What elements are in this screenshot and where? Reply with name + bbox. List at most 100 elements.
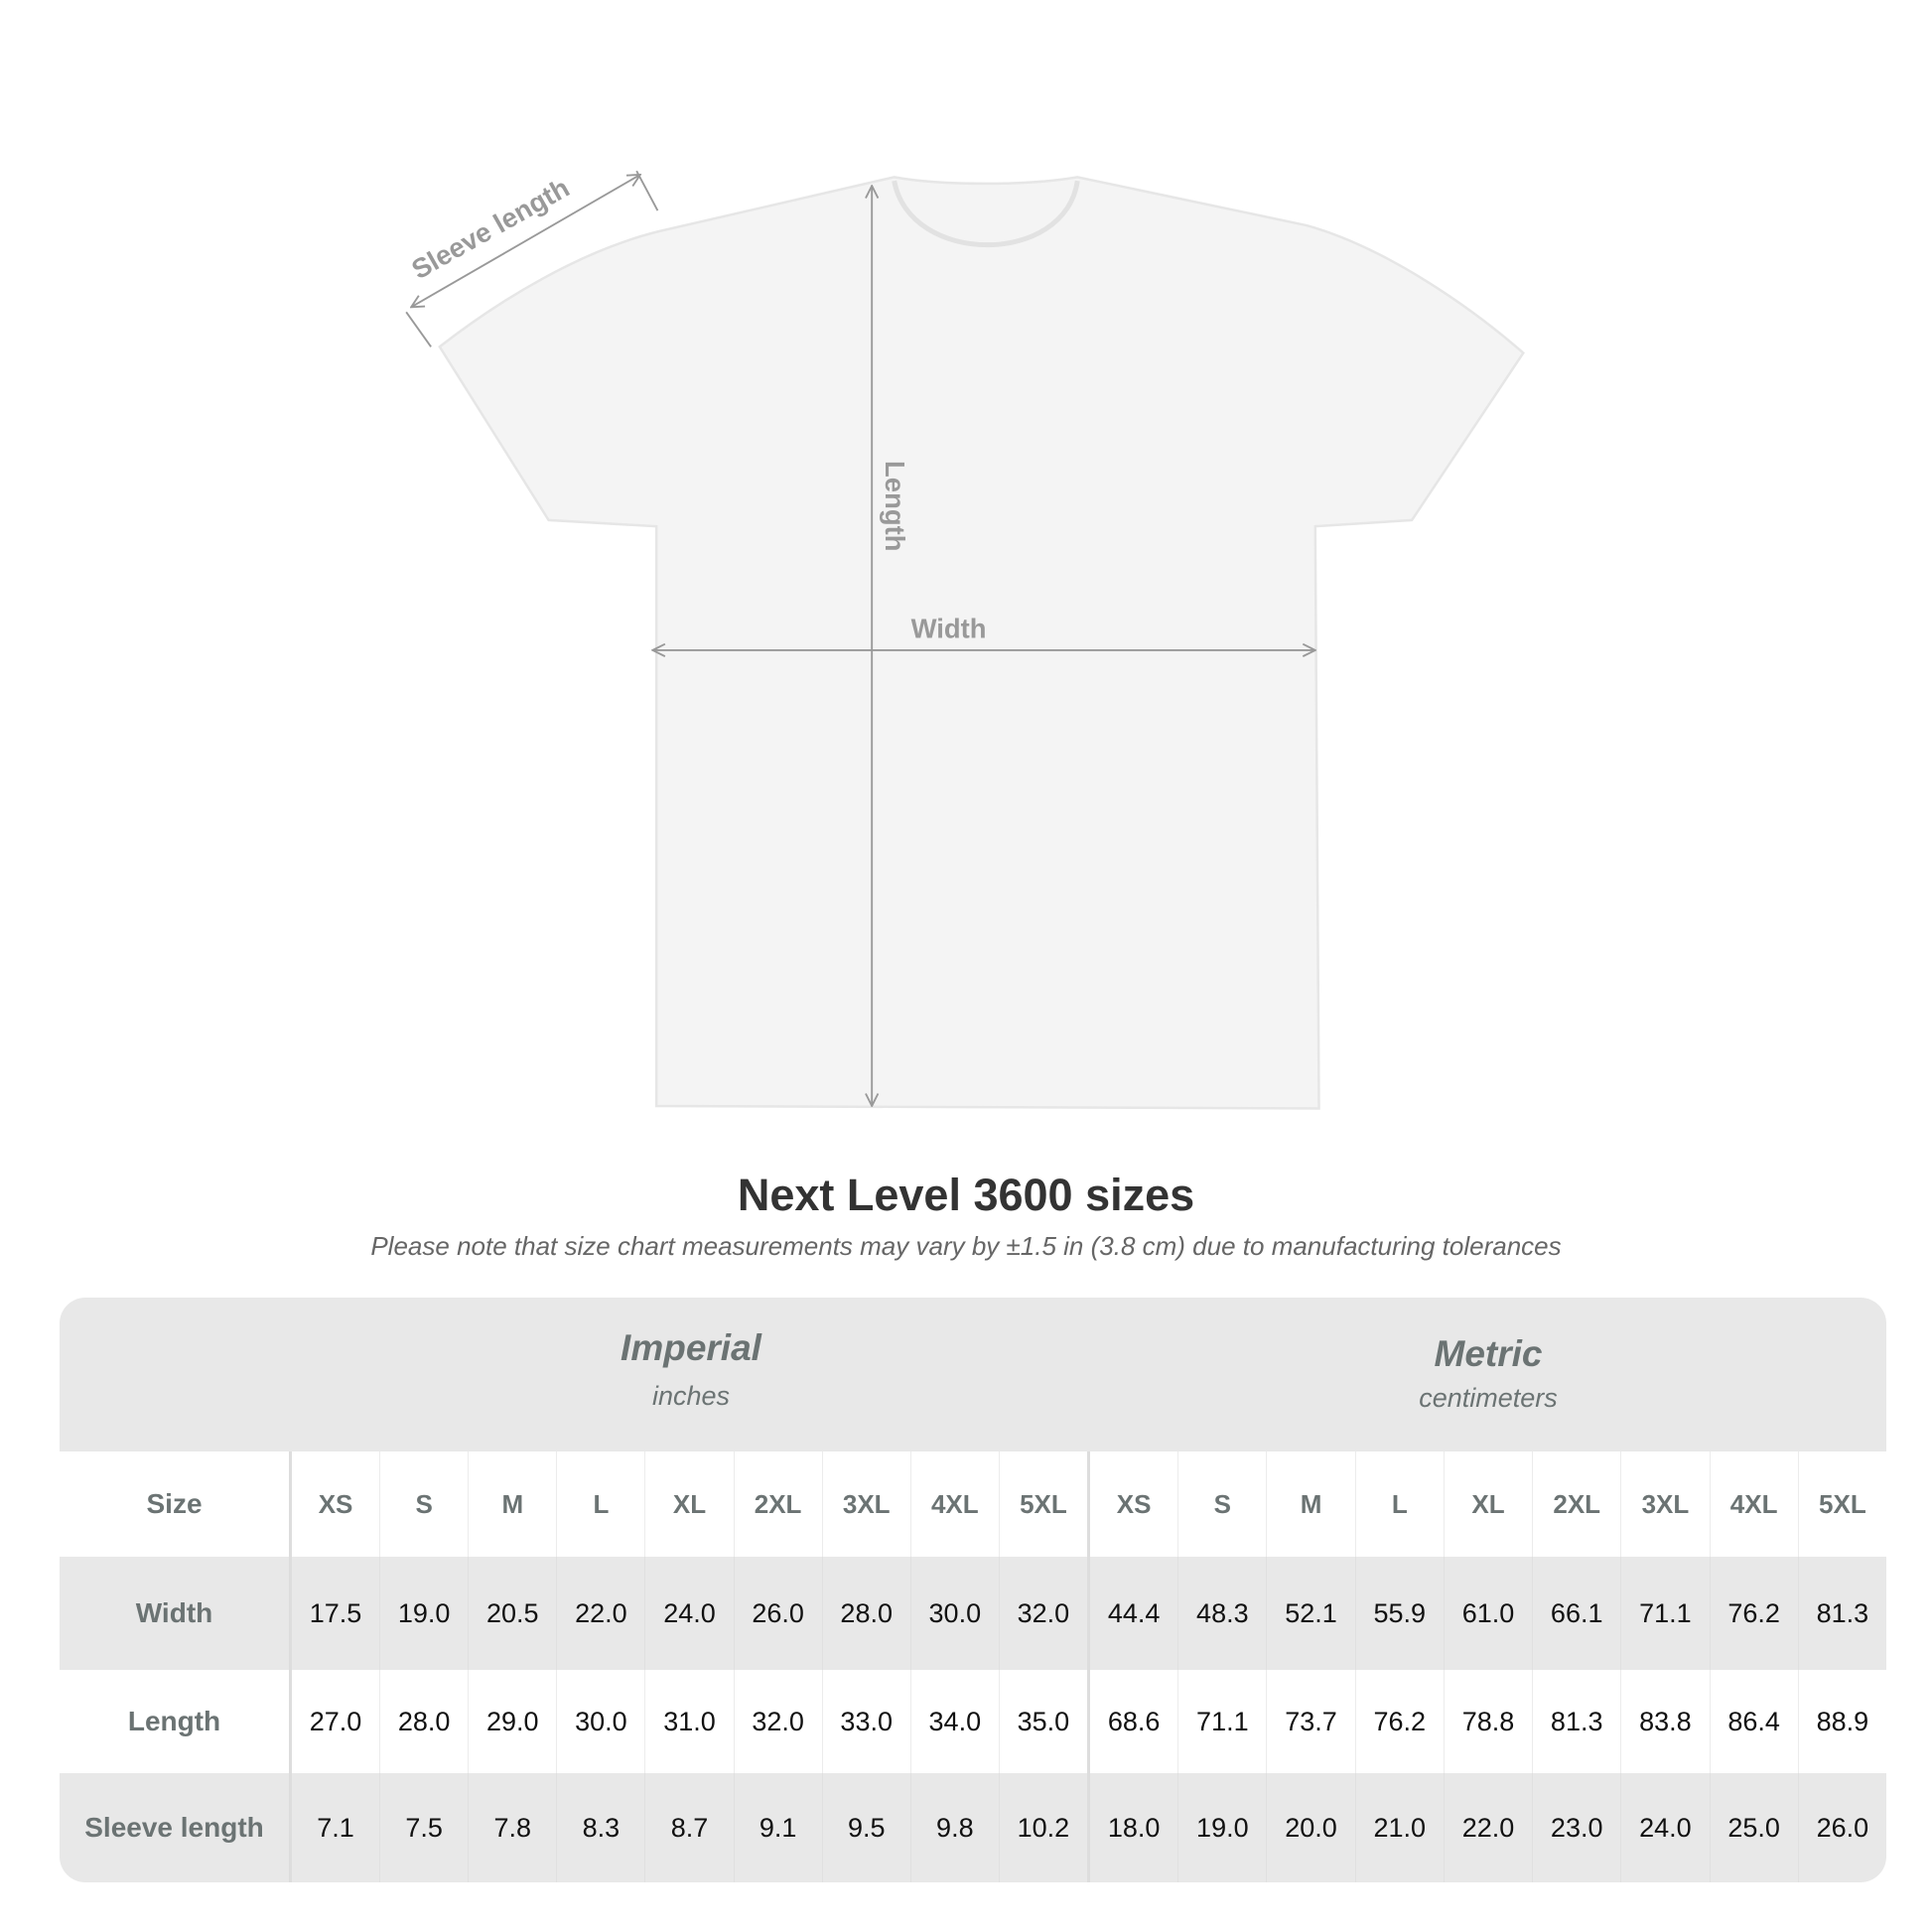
imperial-title: Imperial — [621, 1327, 761, 1368]
size-header-cell: 3XL — [821, 1451, 910, 1557]
value-cell: 52.1 — [1266, 1557, 1354, 1670]
value-cell: 24.0 — [1620, 1773, 1709, 1882]
value-cell: 23.0 — [1532, 1773, 1620, 1882]
metric-header: Metric centimeters — [1090, 1333, 1886, 1414]
size-header-cell: S — [379, 1451, 468, 1557]
sleeve-arrow — [411, 175, 640, 307]
value-cell: 22.0 — [556, 1557, 644, 1670]
value-cell: 31.0 — [644, 1670, 733, 1773]
metric-cells: 68.6 71.1 73.7 76.2 78.8 81.3 83.8 86.4 88.9 — [1090, 1670, 1886, 1773]
metric-title: Metric — [1434, 1333, 1543, 1374]
size-header-cell: M — [1266, 1451, 1354, 1557]
imperial-unit: inches — [651, 1381, 731, 1411]
value-cell: 81.3 — [1797, 1557, 1886, 1670]
value-cell: 25.0 — [1709, 1773, 1798, 1882]
value-cell: 76.2 — [1354, 1670, 1444, 1773]
value-cell: 73.7 — [1266, 1670, 1354, 1773]
value-cell: 78.8 — [1443, 1670, 1532, 1773]
value-cell: 55.9 — [1354, 1557, 1444, 1670]
value-cell: 8.3 — [556, 1773, 644, 1882]
value-cell: 71.1 — [1177, 1670, 1266, 1773]
value-cell: 33.0 — [821, 1670, 910, 1773]
metric-cells: 18.0 19.0 20.0 21.0 22.0 23.0 24.0 25.0 26.0 — [1090, 1773, 1886, 1882]
value-cell: 17.5 — [309, 1597, 362, 1628]
metric-cells: XS S M L XL 2XL 3XL 4XL 5XL — [1090, 1451, 1886, 1557]
size-header-cell: M — [468, 1451, 556, 1557]
size-header-cell: S — [1177, 1451, 1266, 1557]
imperial-header: Imperial inches — [292, 1327, 1090, 1412]
value-cell: 71.1 — [1620, 1557, 1709, 1670]
value-cell: 29.0 — [468, 1670, 556, 1773]
table-row: Width 17.5 19.0 20.5 22.0 24.0 26.0 28.0 30.0 32.… — [60, 1557, 1886, 1670]
tolerance-note: Please note that size chart measurements… — [370, 1231, 1562, 1261]
row-label: Sleeve length — [60, 1773, 292, 1882]
value-cell: 20.0 — [1266, 1773, 1354, 1882]
length-label: Length — [880, 461, 910, 551]
value-cell: 26.0 — [1797, 1773, 1886, 1882]
sleeve-tick — [405, 311, 432, 347]
value-cell: 21.0 — [1354, 1773, 1444, 1882]
imperial-cells: 7.1 7.5 7.8 8.3 8.7 9.1 9.5 9.8 10.2 — [292, 1773, 1090, 1882]
size-header-cell: L — [1354, 1451, 1444, 1557]
value-cell: 68.6 — [1107, 1706, 1161, 1736]
width-label: Width — [911, 613, 987, 643]
value-cell: 30.0 — [909, 1557, 999, 1670]
value-cell: 76.2 — [1709, 1557, 1798, 1670]
value-cell: 9.5 — [821, 1773, 910, 1882]
row-label: Width — [60, 1557, 292, 1670]
value-cell: 61.0 — [1443, 1557, 1532, 1670]
size-header-cell: 3XL — [1620, 1451, 1709, 1557]
imperial-cells: XS S M L XL 2XL 3XL 4XL 5XL — [292, 1451, 1090, 1557]
value-cell: 7.1 — [317, 1812, 354, 1843]
size-header-cell: 2XL — [733, 1451, 822, 1557]
value-cell: 22.0 — [1443, 1773, 1532, 1882]
value-cell: 66.1 — [1532, 1557, 1620, 1670]
metric-unit: centimeters — [1419, 1383, 1558, 1413]
value-cell: 35.0 — [998, 1670, 1087, 1773]
size-header-cell: XS — [318, 1488, 353, 1519]
value-cell: 27.0 — [309, 1706, 362, 1736]
value-cell: 18.0 — [1107, 1812, 1161, 1843]
size-table: Imperial inches Metric centimeters Size X… — [60, 1298, 1886, 1882]
value-cell: 24.0 — [644, 1557, 733, 1670]
size-label: Size — [60, 1451, 292, 1557]
value-cell: 20.5 — [468, 1557, 556, 1670]
size-header-cell: XS — [1116, 1488, 1152, 1519]
size-header-cell: 4XL — [909, 1451, 999, 1557]
value-cell: 32.0 — [733, 1670, 822, 1773]
imperial-cells: 17.5 19.0 20.5 22.0 24.0 26.0 28.0 30.0 32.0 — [292, 1557, 1090, 1670]
value-cell: 28.0 — [821, 1557, 910, 1670]
value-cell: 7.8 — [468, 1773, 556, 1882]
sleeve-tick — [635, 170, 659, 211]
page-title: Next Level 3600 sizes — [737, 1170, 1195, 1220]
value-cell: 19.0 — [1177, 1773, 1266, 1882]
value-cell: 44.4 — [1107, 1597, 1161, 1628]
value-cell: 9.1 — [733, 1773, 822, 1882]
value-cell: 8.7 — [644, 1773, 733, 1882]
value-cell: 83.8 — [1620, 1670, 1709, 1773]
value-cell: 26.0 — [733, 1557, 822, 1670]
value-cell: 19.0 — [379, 1557, 468, 1670]
value-cell: 7.5 — [379, 1773, 468, 1882]
table-row: Length 27.0 28.0 29.0 30.0 31.0 32.0 33.0 34.0 35… — [60, 1670, 1886, 1773]
value-cell: 86.4 — [1709, 1670, 1798, 1773]
tshirt-collar — [892, 180, 1080, 247]
value-cell: 88.9 — [1797, 1670, 1886, 1773]
value-cell: 30.0 — [556, 1670, 644, 1773]
value-cell: 10.2 — [998, 1773, 1087, 1882]
metric-cells: 44.4 48.3 52.1 55.9 61.0 66.1 71.1 76.2 81.3 — [1090, 1557, 1886, 1670]
value-cell: 48.3 — [1177, 1557, 1266, 1670]
value-cell: 34.0 — [909, 1670, 999, 1773]
table-row: Sleeve length 7.1 7.5 7.8 8.3 8.7 9.1 9.5 9.8 10.… — [60, 1773, 1886, 1882]
size-header-cell: 5XL — [1797, 1451, 1886, 1557]
row-label: Length — [60, 1670, 292, 1773]
size-header-cell: XL — [1443, 1451, 1532, 1557]
size-header-cell: XL — [644, 1451, 733, 1557]
size-header-cell: 4XL — [1709, 1451, 1798, 1557]
size-header-cell: L — [556, 1451, 644, 1557]
size-header-row: Size XS S M L XL 2XL 3XL 4XL 5XL XS S M L XL 2XL 3XL 4XL 5… — [60, 1451, 1886, 1557]
size-header-cell: 5XL — [998, 1451, 1087, 1557]
sleeve-length-label: Sleeve length — [406, 172, 574, 285]
imperial-cells: 27.0 28.0 29.0 30.0 31.0 32.0 33.0 34.0 35.0 — [292, 1670, 1090, 1773]
